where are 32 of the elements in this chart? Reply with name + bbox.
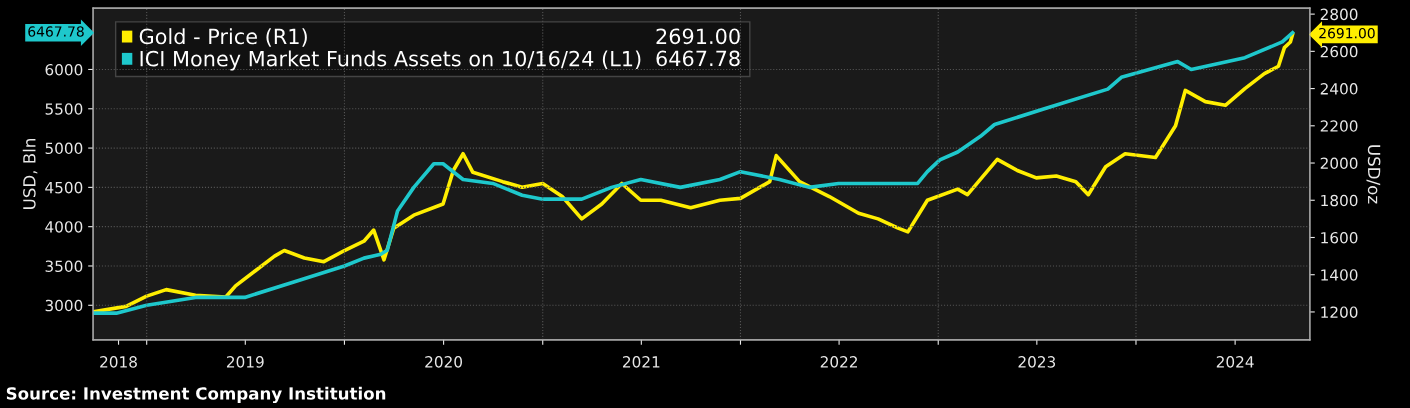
y2-tick-label: 2600: [1320, 45, 1358, 58]
x-tick-label: 2019: [226, 356, 264, 368]
x-tick-label: 2020: [425, 356, 463, 368]
text: 6467.78: [28, 26, 84, 37]
annotation: 6467.78: [656, 50, 740, 67]
y-axis-title: USD, Bln: [22, 139, 38, 209]
y-tick-label: 5500: [45, 103, 83, 115]
y2-tick-label: 2400: [1320, 83, 1358, 95]
legend-label: Gold - Price (R1): [139, 28, 307, 47]
y-tick-label: 4000: [45, 221, 83, 233]
x-tick-label: 2022: [820, 356, 857, 368]
y2-tick-label: 1200: [1321, 306, 1358, 318]
y2-tick-label: 1600: [1321, 231, 1358, 244]
y2-tick-label: 2800: [1320, 8, 1358, 21]
x-tick-label: 2024: [1216, 356, 1254, 368]
y2-tick-label: 2000: [1320, 157, 1358, 170]
source-note: Source: Investment Company Institution: [6, 386, 386, 404]
annotation: 2691.00: [656, 28, 740, 45]
legend-label: ICI Money Market Funds Assets on 10/16/24 (L1): [140, 50, 641, 71]
y2-tick-label: 1800: [1321, 194, 1358, 207]
y2-tick-label: 1400: [1321, 269, 1358, 281]
y-tick-label: 4500: [45, 181, 83, 194]
y-tick-label: 3000: [45, 299, 83, 312]
x-tick-label: 2023: [1018, 356, 1056, 368]
y2-axis-title: USD/oz: [1366, 145, 1381, 204]
y-tick-label: 3500: [45, 260, 83, 272]
x-tick-label: 2021: [623, 356, 660, 368]
text: 2691.00: [1319, 27, 1375, 39]
y2-tick-label: 2200: [1320, 120, 1358, 132]
y-tick-label: 6000: [45, 63, 83, 76]
x-tick-label: 2018: [100, 356, 137, 368]
y-tick-label: 5000: [45, 142, 83, 155]
